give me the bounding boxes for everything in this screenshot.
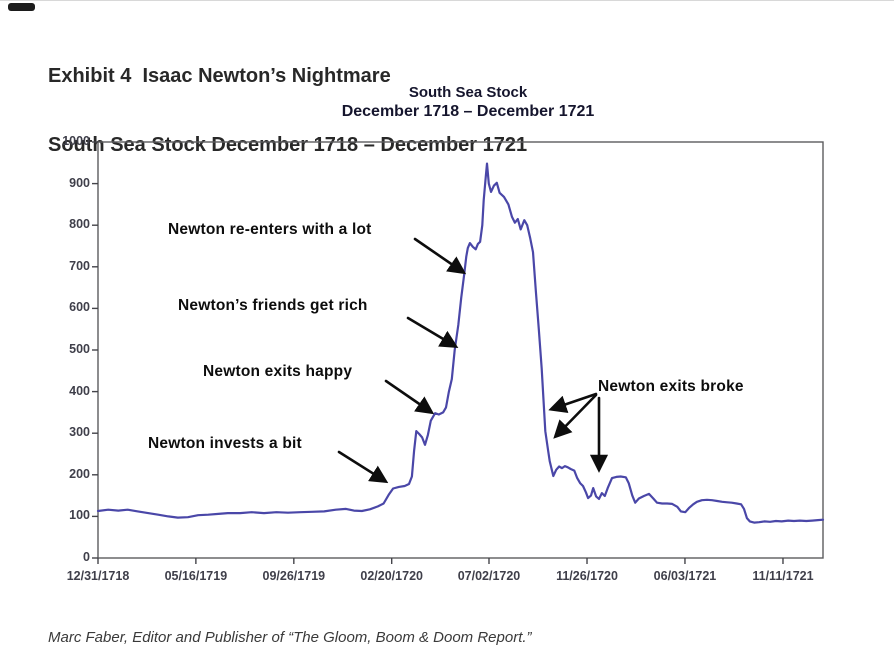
chart-annotation-label: Newton exits broke	[598, 378, 744, 395]
x-tick-label: 06/03/1721	[653, 569, 717, 583]
exhibit-heading-line2: South Sea Stock December 1718 – December…	[48, 134, 528, 156]
y-tick-label: 500	[69, 342, 90, 356]
y-tick-label: 700	[69, 258, 90, 273]
source-attribution: Marc Faber, Editor and Publisher of “The…	[48, 629, 532, 646]
page-corner-mark	[8, 3, 35, 11]
x-tick-label: 09/26/1719	[262, 569, 326, 583]
y-tick-label: 0	[83, 550, 90, 564]
annotation-arrow	[337, 450, 389, 484]
y-tick-label: 900	[69, 175, 90, 190]
x-tick-label: 11/11/1721	[752, 569, 814, 583]
y-tick-label: 100	[69, 508, 90, 523]
y-tick-label: 400	[69, 383, 90, 398]
x-tick-label: 07/02/1720	[457, 569, 521, 583]
chart-annotation-label: Newton exits happy	[203, 363, 353, 380]
chart-annotation-label: Newton’s friends get rich	[178, 297, 368, 314]
annotation-arrow	[406, 316, 459, 348]
annotation-arrow	[384, 379, 435, 415]
y-tick-label: 200	[69, 466, 90, 481]
x-tick-label: 05/16/1719	[164, 569, 228, 583]
annotation-arrow	[413, 237, 467, 275]
chart-title-line2: December 1718 – December 1721	[341, 103, 595, 120]
chart-annotation-label: Newton invests a bit	[148, 435, 302, 452]
chart-title-line1: South Sea Stock	[408, 84, 528, 101]
plot-frame	[97, 141, 824, 559]
chart-annotation-label: Newton re-enters with a lot	[168, 221, 372, 238]
x-tick-label: 12/31/1718	[66, 569, 130, 583]
y-tick-label: 300	[69, 425, 90, 440]
chart-title: South Sea Stock December 1718 – December…	[98, 83, 838, 121]
y-tick-label: 1000	[62, 134, 90, 148]
y-tick-label: 800	[69, 217, 90, 232]
x-tick-label: 02/20/1720	[360, 569, 423, 583]
x-tick-label: 11/26/1720	[556, 569, 618, 583]
y-tick-label: 600	[69, 300, 90, 315]
annotation-arrow	[548, 392, 598, 413]
price-line	[96, 162, 825, 524]
exhibit-heading-line1: Exhibit 4 Isaac Newton’s Nightmare	[48, 65, 391, 87]
annotation-arrow	[553, 393, 598, 439]
